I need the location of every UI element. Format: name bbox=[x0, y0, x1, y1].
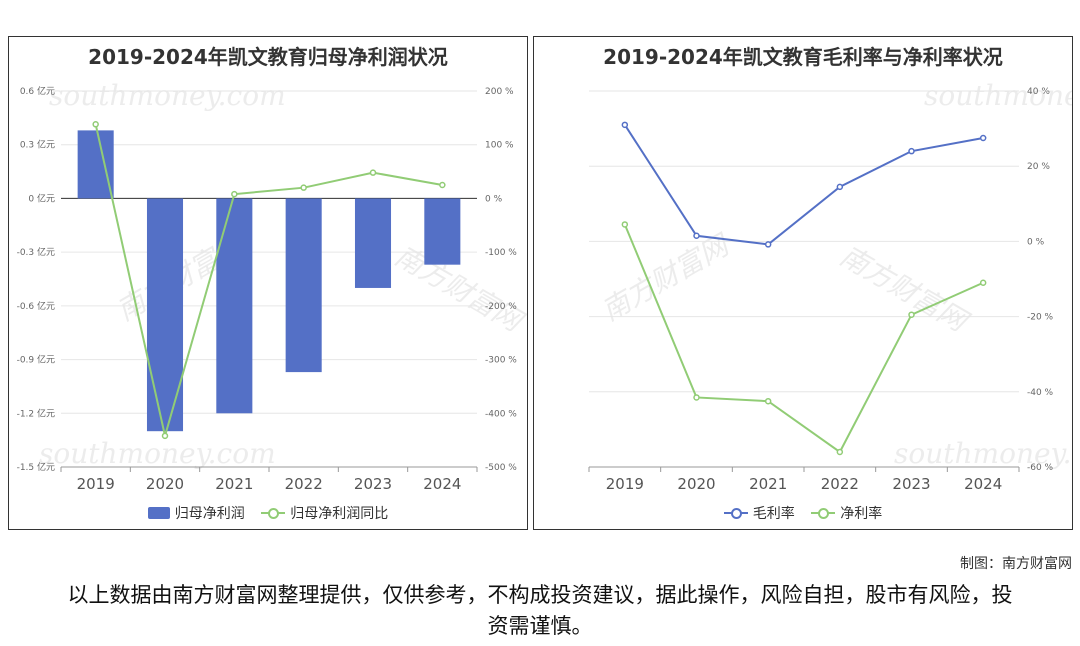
y-tick-label-right: -500 % bbox=[485, 463, 517, 473]
margin-chart-panel: southmoney.com 南方财富网 南方财富网 southmoney.co… bbox=[533, 36, 1073, 530]
series-1-point-2020 bbox=[693, 394, 700, 401]
y-tick-label-right: 0 % bbox=[485, 194, 503, 204]
yoy-point-2022 bbox=[300, 184, 307, 191]
yoy-point-2024 bbox=[439, 181, 446, 189]
series-line-1 bbox=[623, 224, 984, 454]
x-tick-label: 2022 bbox=[285, 475, 323, 493]
x-tick-label: 2021 bbox=[749, 475, 787, 493]
y-tick-label-right: 200 % bbox=[485, 87, 514, 97]
y-tick-label-right: -40 % bbox=[1027, 388, 1054, 398]
x-tick-label: 2020 bbox=[677, 475, 715, 493]
series-1-point-2024 bbox=[979, 279, 987, 287]
y-tick-label-right: -20 % bbox=[1027, 313, 1054, 323]
y-tick-label-left: -0.3 亿元 bbox=[17, 246, 55, 258]
y-tick-label-right: -400 % bbox=[485, 409, 517, 419]
bar-2022 bbox=[285, 198, 322, 373]
legend-item-net-margin[interactable]: 净利率 bbox=[811, 503, 882, 523]
y-tick-label-right: 40 % bbox=[1027, 87, 1050, 97]
legend-label: 毛利率 bbox=[752, 506, 795, 522]
disclaimer-text: 以上数据由南方财富网整理提供，仅供参考，不构成投资建议，据此操作，风险自担，股市… bbox=[67, 583, 1013, 638]
line-swatch-icon bbox=[723, 507, 748, 519]
series-0-point-2022 bbox=[836, 183, 844, 191]
y-tick-label-left: -1.2 亿元 bbox=[17, 407, 55, 419]
x-tick-label: 2021 bbox=[215, 475, 253, 493]
legend-item-net-profit[interactable]: 归母净利润 bbox=[147, 503, 245, 523]
x-tick-label: 2019 bbox=[606, 475, 644, 493]
y-tick-label-right: 20 % bbox=[1027, 162, 1050, 172]
bar-2020 bbox=[146, 198, 184, 432]
bar-2019 bbox=[77, 130, 114, 199]
y-tick-label-right: 0 % bbox=[1027, 237, 1045, 247]
legend-item-gross-margin[interactable]: 毛利率 bbox=[723, 503, 795, 523]
line-swatch-icon bbox=[811, 507, 836, 519]
chart-title: 2019-2024年凯文教育归母净利润状况 bbox=[88, 45, 448, 69]
y-tick-label-left: 0.6 亿元 bbox=[20, 85, 55, 97]
legend-label: 归母净利润同比 bbox=[290, 506, 389, 522]
yoy-point-2020 bbox=[161, 432, 169, 440]
chart-legend: 归母净利润 归母净利润同比 bbox=[9, 503, 527, 523]
series-1-point-2022 bbox=[836, 448, 844, 456]
y-tick-label-left: 0.3 亿元 bbox=[20, 139, 55, 151]
y-tick-label-right: -60 % bbox=[1027, 463, 1054, 473]
y-tick-label-right: -100 % bbox=[485, 248, 517, 258]
series-line-0 bbox=[623, 124, 984, 246]
margin-chart: 40 % 20 % 0 % -20 % -40 % -60 % 2019 2020 2021 20… bbox=[588, 87, 1054, 493]
bar-2023 bbox=[354, 198, 392, 288]
y-tick-label-left: 0 亿元 bbox=[28, 192, 55, 204]
yoy-series-line bbox=[94, 124, 443, 437]
x-tick-label: 2024 bbox=[423, 475, 461, 493]
x-tick-label: 2023 bbox=[892, 475, 930, 493]
series-0-point-2024 bbox=[979, 134, 987, 142]
series-1-point-2021 bbox=[764, 397, 772, 405]
y-tick-label-right: 100 % bbox=[485, 141, 514, 151]
x-tick-label: 2020 bbox=[146, 475, 184, 493]
series-0-point-2023 bbox=[908, 147, 915, 155]
y-tick-label-left: -0.9 亿元 bbox=[17, 354, 55, 366]
yoy-point-2019 bbox=[92, 121, 99, 128]
bar-swatch-icon bbox=[147, 507, 170, 519]
y-tick-label-left: -1.5 亿元 bbox=[17, 461, 55, 473]
net-profit-chart: 0.6 亿元 200 % 0.3 亿元 100 % 0 亿元 0 % -0.3 亿元 -100… bbox=[17, 85, 518, 493]
legend-label: 归母净利润 bbox=[174, 506, 245, 522]
series-0-point-2020 bbox=[693, 232, 700, 240]
net-profit-chart-panel: southmoney.com 南方财富网 南方财富网 southmoney.co… bbox=[8, 36, 528, 530]
legend-label: 净利率 bbox=[840, 506, 883, 522]
bar-2021 bbox=[216, 198, 253, 414]
bar-2024 bbox=[424, 198, 461, 265]
yoy-point-2023 bbox=[369, 169, 377, 176]
series-0-point-2019 bbox=[621, 121, 629, 129]
chart-legend: 毛利率 净利率 bbox=[534, 503, 1072, 523]
chart-title: 2019-2024年凯文教育毛利率与净利率状况 bbox=[603, 45, 1003, 69]
yoy-point-2021 bbox=[231, 190, 238, 198]
legend-item-net-profit-yoy[interactable]: 归母净利润同比 bbox=[261, 503, 388, 523]
y-tick-label-right: -200 % bbox=[485, 302, 517, 312]
x-tick-label: 2019 bbox=[77, 475, 115, 493]
chart-credit: 制图：南方财富网 bbox=[960, 556, 1072, 572]
line-swatch-icon bbox=[261, 507, 286, 519]
series-1-point-2023 bbox=[908, 311, 915, 318]
x-tick-label: 2023 bbox=[354, 475, 392, 493]
x-tick-label: 2022 bbox=[821, 475, 859, 493]
x-tick-label: 2024 bbox=[964, 475, 1002, 493]
series-1-point-2019 bbox=[621, 221, 629, 228]
series-0-point-2021 bbox=[764, 241, 772, 248]
y-tick-label-right: -300 % bbox=[485, 356, 517, 366]
y-tick-label-left: -0.6 亿元 bbox=[17, 300, 55, 312]
